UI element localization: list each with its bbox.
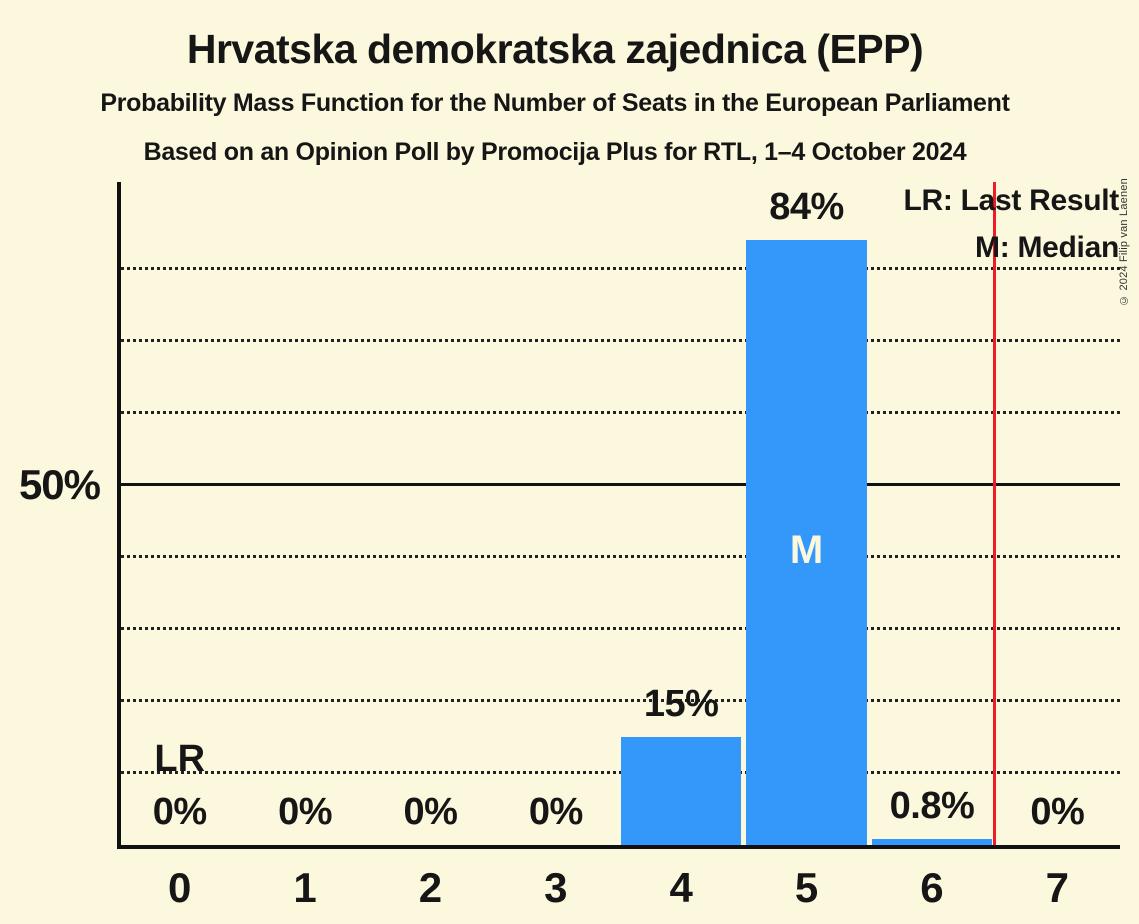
chart-poll-source: Based on an Opinion Poll by Promocija Pl…	[143, 138, 967, 166]
probability-bar-seat-5	[746, 239, 867, 845]
median-marker: M	[789, 527, 824, 572]
bar-value-label-seat-4: 15%	[643, 682, 719, 725]
gridline-70pct	[121, 339, 1120, 343]
copyright-notice: © 2024 Filip van Laenen	[1118, 178, 1130, 306]
last-result-line	[993, 182, 997, 845]
bar-value-label-seat-5: 84%	[769, 185, 844, 228]
chart-title: Hrvatska demokratska zajednica (EPP)	[186, 26, 924, 72]
gridline-80pct	[121, 266, 1120, 270]
probability-bar-seat-4	[621, 736, 742, 845]
gridline-20pct	[121, 699, 1120, 703]
legend-median: M: Median	[975, 231, 1119, 264]
chart-subtitle: Probability Mass Function for the Number…	[100, 89, 1010, 117]
gridline-40pct	[121, 555, 1120, 559]
bar-value-label-seat-1: 0%	[278, 791, 333, 833]
gridline-60pct	[121, 411, 1120, 415]
x-axis-tick-label-seat-0: 0	[168, 864, 192, 911]
bar-value-label-seat-2: 0%	[403, 791, 458, 833]
x-axis-tick-label-seat-1: 1	[293, 864, 317, 911]
x-axis-tick-label-seat-2: 2	[418, 864, 443, 911]
gridline-30pct	[121, 627, 1120, 631]
legend-last-result: LR: Last Result	[903, 184, 1119, 217]
y-axis-tick-label: 50%	[18, 461, 101, 508]
x-axis-tick-label-seat-4: 4	[669, 864, 693, 911]
gridline-50pct-solid	[121, 483, 1120, 487]
chart-legend: LR: Last Result M: Median	[903, 184, 1119, 278]
last-result-marker: LR	[154, 737, 206, 780]
x-axis-tick-label-seat-5: 5	[794, 864, 819, 911]
probability-bar-seat-6	[871, 839, 993, 845]
x-axis-tick-label-seat-6: 6	[920, 864, 944, 911]
bar-value-label-seat-6: 0.8%	[889, 785, 975, 828]
bar-value-label-seat-0: 0%	[152, 791, 207, 833]
bar-value-label-seat-7: 0%	[1030, 791, 1085, 833]
gridline-10pct	[121, 771, 1120, 775]
x-axis-tick-label-seat-3: 3	[544, 864, 568, 911]
bar-value-label-seat-3: 0%	[528, 791, 583, 833]
x-axis-tick-label-seat-7: 7	[1045, 864, 1069, 911]
y-axis-line	[117, 182, 121, 849]
x-axis-line	[117, 845, 1120, 849]
